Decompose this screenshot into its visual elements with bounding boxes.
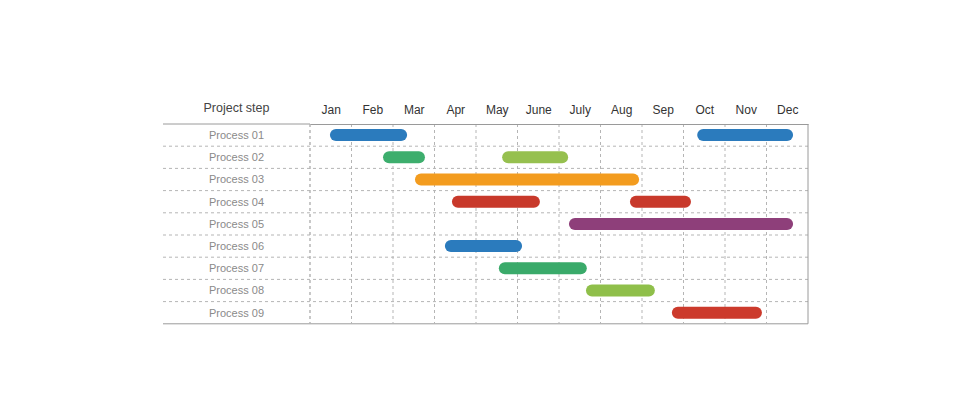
tick-label: Oct (695, 103, 714, 117)
task-bar (330, 129, 407, 141)
task-bar (445, 240, 522, 252)
x-tick: Oct (684, 103, 715, 124)
task-bar (672, 307, 762, 319)
grid-line (310, 124, 311, 324)
row-label: Process 07 (209, 262, 264, 274)
task-bar (630, 196, 691, 208)
tick-label: June (526, 103, 552, 117)
task-bar (697, 129, 793, 141)
x-tick: May (477, 103, 509, 124)
tick-label: Dec (777, 103, 798, 117)
task-bar (569, 218, 793, 230)
x-tick: Sep (643, 103, 675, 124)
task-bar (499, 262, 587, 274)
row-line (163, 212, 808, 213)
chart: Jan Feb Mar Apr May June July Aug Sep Oct Nov Dec Pr… (0, 0, 980, 400)
tick-label: Feb (362, 103, 383, 117)
grid-line (476, 124, 477, 324)
x-tick: Jan (311, 103, 341, 124)
row-line (163, 301, 808, 302)
row-line (163, 168, 808, 169)
x-tick: Dec (767, 103, 798, 124)
row-label: Process 08 (209, 284, 264, 296)
x-tick: Apr (435, 103, 465, 124)
task-bar (452, 196, 540, 208)
frame-edge (808, 124, 809, 324)
row-header: Project step (203, 101, 269, 115)
grid-line (434, 124, 435, 324)
tick-label: July (570, 103, 591, 117)
row-label: Process 01 (209, 129, 264, 141)
row-line (163, 190, 808, 191)
row-line (163, 257, 808, 258)
task-bar (586, 285, 655, 297)
bottom-line (163, 323, 808, 324)
tick-label: Jan (322, 103, 341, 117)
axis-line (311, 124, 809, 125)
x-tick: Feb (352, 103, 383, 124)
tick-label: Aug (611, 103, 632, 117)
row-line (163, 146, 808, 147)
x-tick: Mar (394, 103, 425, 124)
x-tick: June (518, 103, 552, 124)
frame-edge (310, 124, 311, 324)
row-lines (163, 146, 808, 301)
row-label: Process 06 (209, 240, 264, 252)
row-labels: Process 01 Process 02 Process 03 Process 04… (209, 129, 264, 319)
row-label: Process 05 (209, 218, 264, 230)
row-label: Process 04 (209, 196, 264, 208)
task-bar (415, 174, 639, 186)
grid-line (351, 124, 352, 324)
row-line (163, 279, 808, 280)
row-label: Process 09 (209, 307, 264, 319)
task-bar (383, 151, 425, 163)
task-bar (502, 151, 568, 163)
tick-label: Mar (404, 103, 425, 117)
bars (330, 129, 793, 319)
tick-label: Apr (446, 103, 465, 117)
x-tick: Aug (601, 103, 632, 124)
x-axis: Jan Feb Mar Apr May June July Aug Sep Oct Nov Dec (311, 103, 809, 125)
row-label: Process 02 (209, 151, 264, 163)
x-tick: Nov (726, 103, 757, 124)
header-line (163, 124, 310, 125)
tick-label: May (486, 103, 509, 117)
tick-label: Nov (736, 103, 757, 117)
row-line (163, 235, 808, 236)
row-label: Process 03 (209, 173, 264, 185)
tick-label: Sep (653, 103, 675, 117)
x-tick: July (560, 103, 591, 124)
